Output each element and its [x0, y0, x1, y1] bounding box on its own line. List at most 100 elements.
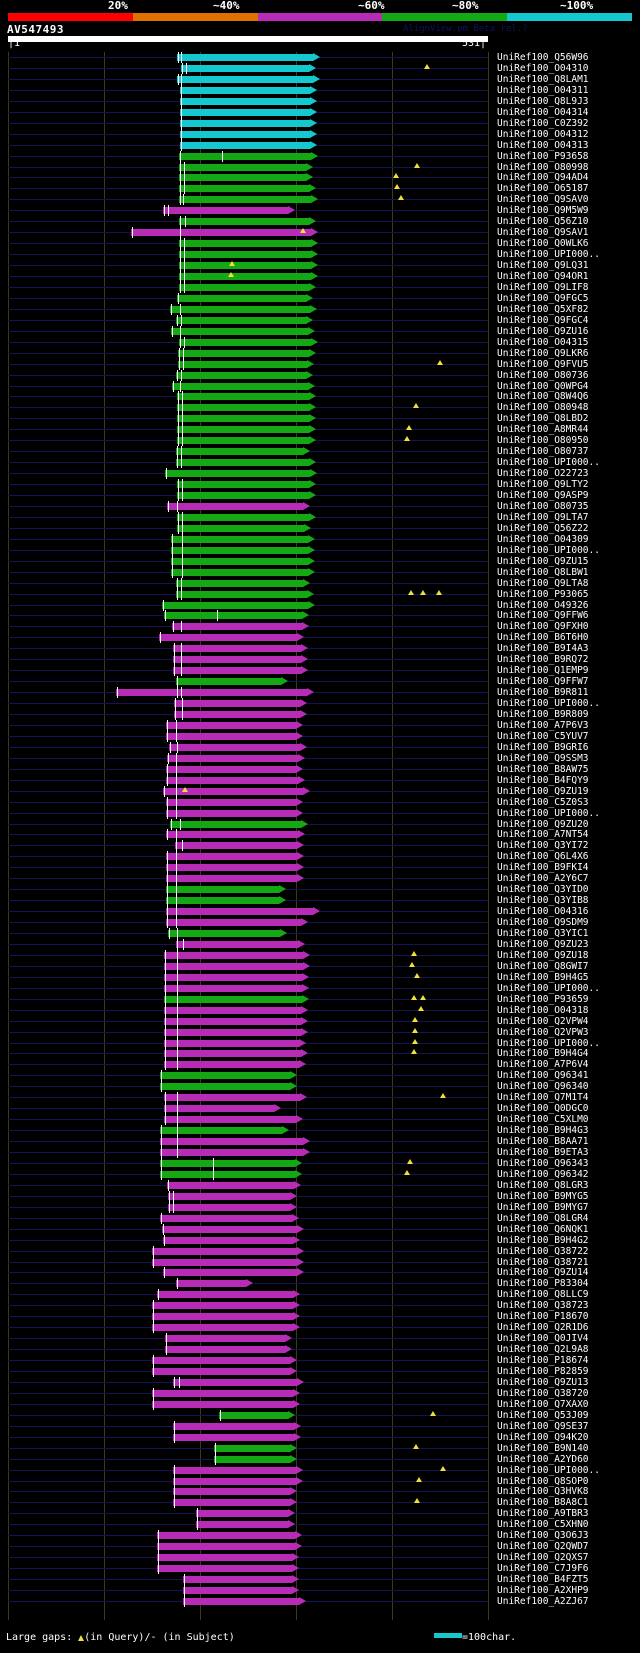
hsp-bar[interactable]	[180, 107, 317, 116]
hsp-bar[interactable]	[166, 830, 305, 839]
alignment-row[interactable]: UniRef100_C5XHN0	[0, 1519, 640, 1531]
hit-accession-label[interactable]: UniRef100_UPI000..	[497, 544, 600, 556]
hsp-bar[interactable]	[160, 1082, 297, 1091]
alignment-row[interactable]: UniRef100_B9ETA3	[0, 1147, 640, 1158]
alignment-row[interactable]: UniRef100_Q0WPG4	[0, 380, 640, 392]
alignment-row[interactable]: UniRef100_Q9ZU20	[0, 818, 640, 830]
hsp-bar[interactable]	[177, 523, 311, 532]
hsp-bar[interactable]	[164, 1049, 308, 1058]
hit-accession-label[interactable]: UniRef100_Q9FXH0	[497, 621, 589, 633]
hit-accession-label[interactable]: UniRef100_Q3HVK8	[497, 1486, 589, 1498]
hsp-bar[interactable]	[164, 983, 309, 992]
hsp-bar[interactable]	[179, 239, 318, 248]
hit-accession-label[interactable]: UniRef100_Q9LTA8	[497, 577, 589, 589]
hsp-bar[interactable]	[180, 96, 317, 105]
hsp-bar[interactable]	[179, 217, 316, 226]
hsp-bar[interactable]	[179, 337, 318, 346]
alignment-row[interactable]: UniRef100_Q38722	[0, 1245, 640, 1257]
hit-accession-label[interactable]: UniRef100_Q96341	[497, 1070, 589, 1082]
hsp-bar[interactable]	[179, 184, 316, 193]
alignment-row[interactable]: UniRef100_O04315	[0, 336, 640, 348]
alignment-row[interactable]: UniRef100_Q2QXS7	[0, 1552, 640, 1564]
hit-accession-label[interactable]: UniRef100_Q5XF82	[497, 303, 589, 315]
hsp-bar[interactable]	[164, 1093, 307, 1102]
hit-accession-label[interactable]: UniRef100_Q8LLC9	[497, 1289, 589, 1301]
alignment-row[interactable]: UniRef100_Q9SE37	[0, 1420, 640, 1432]
hit-accession-label[interactable]: UniRef100_Q9FFW6	[497, 610, 589, 622]
hsp-bar[interactable]	[176, 370, 313, 379]
hsp-bar[interactable]	[179, 195, 318, 204]
hsp-bar[interactable]	[214, 1454, 297, 1463]
hit-accession-label[interactable]: UniRef100_B9R811	[497, 687, 589, 699]
hsp-bar[interactable]	[179, 261, 318, 270]
hsp-bar[interactable]	[177, 414, 316, 423]
alignment-row[interactable]: UniRef100_A2Y6C7	[0, 873, 640, 885]
alignment-row[interactable]: UniRef100_A9TBR3	[0, 1508, 640, 1520]
hsp-bar[interactable]	[171, 326, 315, 335]
hsp-bar[interactable]	[173, 1498, 297, 1507]
hsp-bar[interactable]	[178, 348, 316, 357]
hsp-bar[interactable]	[160, 1158, 302, 1167]
alignment-row[interactable]: UniRef100_Q3YIC1	[0, 928, 640, 939]
alignment-row[interactable]: UniRef100_Q56W96	[0, 52, 640, 63]
hsp-bar[interactable]	[196, 1509, 295, 1518]
hit-accession-label[interactable]: UniRef100_Q8LBW1	[497, 566, 589, 578]
hit-accession-label[interactable]: UniRef100_O04316	[497, 906, 589, 918]
hit-accession-label[interactable]: UniRef100_O49326	[497, 599, 589, 611]
alignment-row[interactable]: UniRef100_Q1EMP9	[0, 665, 640, 677]
alignment-row[interactable]: UniRef100_A7P6V4	[0, 1059, 640, 1071]
hsp-bar[interactable]	[167, 1180, 301, 1189]
alignment-row[interactable]: UniRef100_UPI000..	[0, 1464, 640, 1476]
hsp-bar[interactable]	[183, 1596, 306, 1605]
alignment-row[interactable]: UniRef100_Q6NQK1	[0, 1223, 640, 1235]
alignment-row[interactable]: UniRef100_UPI000..	[0, 544, 640, 556]
alignment-row[interactable]: UniRef100_B9FKI4	[0, 862, 640, 874]
hit-accession-label[interactable]: UniRef100_A9TBR3	[497, 1508, 589, 1520]
hit-accession-label[interactable]: UniRef100_Q9ZU13	[497, 1376, 589, 1388]
alignment-row[interactable]: UniRef100_B9MYG7	[0, 1201, 640, 1213]
hsp-bar[interactable]	[167, 501, 310, 510]
hit-accession-label[interactable]: UniRef100_Q56W96	[497, 52, 589, 63]
hit-accession-label[interactable]: UniRef100_B8AA71	[497, 1136, 589, 1148]
hit-accession-label[interactable]: UniRef100_O04310	[497, 62, 589, 74]
hit-accession-label[interactable]: UniRef100_A7P6V4	[497, 1059, 589, 1071]
alignment-row[interactable]: UniRef100_Q56Z10	[0, 216, 640, 228]
alignment-row[interactable]: UniRef100_B8AW75	[0, 763, 640, 775]
hsp-bar[interactable]	[163, 206, 295, 215]
alignment-row[interactable]: UniRef100_Q94AD4	[0, 172, 640, 184]
hit-accession-label[interactable]: UniRef100_Q9LQ31	[497, 260, 589, 272]
hsp-bar[interactable]	[181, 63, 316, 72]
hsp-bar[interactable]	[171, 534, 315, 543]
hit-accession-label[interactable]: UniRef100_B4FQY9	[497, 774, 589, 786]
hit-accession-label[interactable]: UniRef100_Q9ZU19	[497, 785, 589, 797]
hsp-bar[interactable]	[157, 1290, 300, 1299]
alignment-row[interactable]: UniRef100_O04309	[0, 533, 640, 545]
alignment-row[interactable]: UniRef100_Q9FVU5	[0, 358, 640, 370]
hit-accession-label[interactable]: UniRef100_A7P6V3	[497, 719, 589, 731]
alignment-row[interactable]: UniRef100_O22723	[0, 468, 640, 480]
alignment-row[interactable]: UniRef100_P93065	[0, 588, 640, 600]
hit-accession-label[interactable]: UniRef100_O80737	[497, 446, 589, 458]
hsp-bar[interactable]	[152, 1367, 297, 1375]
hsp-bar[interactable]	[176, 578, 310, 587]
hsp-bar[interactable]	[179, 151, 318, 160]
alignment-row[interactable]: UniRef100_B9MYG5	[0, 1190, 640, 1202]
hit-accession-label[interactable]: UniRef100_Q9ZU14	[497, 1267, 589, 1279]
hsp-bar[interactable]	[196, 1520, 295, 1529]
hsp-bar[interactable]	[157, 1564, 299, 1573]
hit-accession-label[interactable]: UniRef100_Q9FGC4	[497, 314, 589, 326]
hit-accession-label[interactable]: UniRef100_Q38720	[497, 1387, 589, 1399]
alignment-row[interactable]: UniRef100_O80950	[0, 435, 640, 447]
alignment-row[interactable]: UniRef100_Q9LIF8	[0, 281, 640, 293]
hit-accession-label[interactable]: UniRef100_Q96342	[497, 1168, 589, 1180]
hit-accession-label[interactable]: UniRef100_B8A8C1	[497, 1497, 589, 1509]
hit-accession-label[interactable]: UniRef100_Q7M1T4	[497, 1092, 589, 1104]
hsp-bar[interactable]	[164, 611, 309, 620]
alignment-row[interactable]: UniRef100_Q96340	[0, 1081, 640, 1093]
hit-accession-label[interactable]: UniRef100_O80948	[497, 402, 589, 414]
hsp-bar[interactable]	[177, 392, 316, 401]
alignment-row[interactable]: UniRef100_O80948	[0, 402, 640, 414]
hit-accession-label[interactable]: UniRef100_B9MYG7	[497, 1201, 589, 1213]
hit-accession-label[interactable]: UniRef100_P18674	[497, 1355, 589, 1367]
hsp-bar[interactable]	[164, 1038, 306, 1047]
